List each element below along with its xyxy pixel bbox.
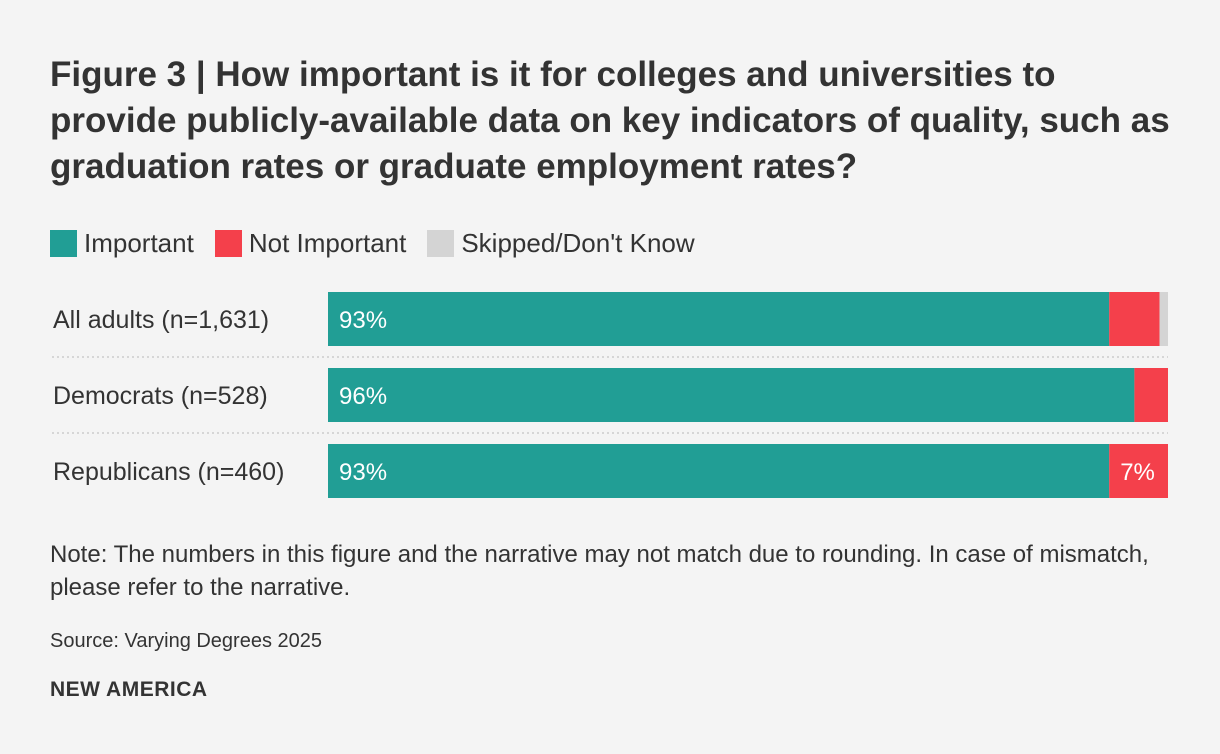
bar-segment-important [328,292,1110,346]
bar-segment-skipped-don-t-know [1159,292,1168,346]
legend-swatch-important [50,230,77,257]
bar-segment-not-important [1109,444,1168,498]
legend-item-not-important: Not Important [214,228,407,259]
legend-swatch-not-important [214,230,242,257]
data-label: 93% [339,307,387,334]
data-label: 93% [339,459,387,486]
legend-label-skipped: Skipped/Don't Know [461,228,695,258]
legend-swatch-skipped [427,230,455,257]
legend-label-not-important: Not Important [248,228,407,258]
data-label: 7% [1120,459,1155,486]
category-label: Republicans (n=460) [53,458,284,486]
legend: Important Not Important Skipped/Don't Kn… [50,228,716,259]
bar-segment-important [328,444,1110,498]
chart-source: Source: Varying Degrees 2025 [50,630,323,652]
legend-item-important: Important [50,228,194,259]
category-label: All adults (n=1,631) [53,306,269,334]
bar-segment-important [328,368,1135,422]
legend-item-skipped: Skipped/Don't Know [427,228,695,259]
chart-title: Figure 3 | How important is it for colle… [50,55,1170,186]
data-label: 96% [339,383,387,410]
bar-segment-not-important [1109,292,1160,346]
brand-logo-text: NEW AMERICA [50,678,208,701]
category-label: Democrats (n=528) [53,382,268,410]
chart-note: Note: The numbers in this figure and the… [50,541,1149,601]
bar-segment-not-important [1134,368,1168,422]
legend-label-important: Important [84,228,194,258]
